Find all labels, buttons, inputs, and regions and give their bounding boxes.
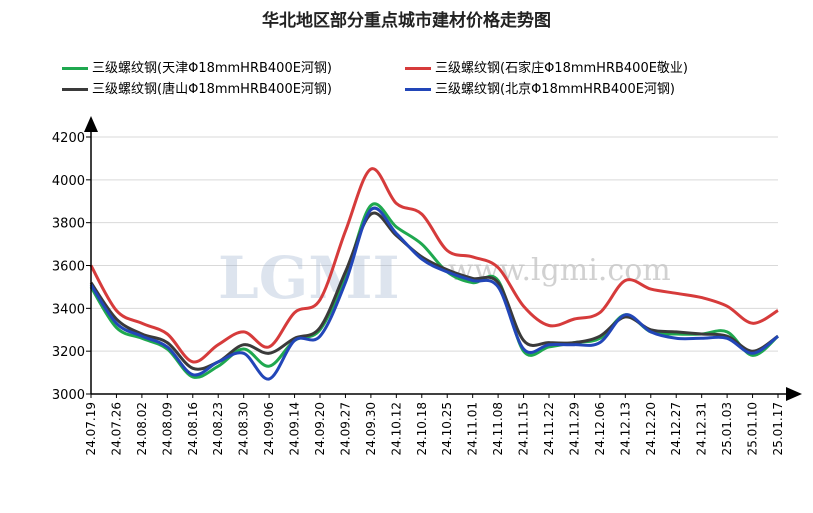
series-line-beijing xyxy=(89,206,779,381)
y-tick-label: 3000 xyxy=(52,388,85,403)
y-tick-label: 4000 xyxy=(52,174,85,189)
x-tick-label: 24.11.29 xyxy=(567,402,581,455)
x-tick-labels: 24.07.19 24.07.26 24.08.02 24.08.09 24.08.16… xyxy=(84,394,785,455)
y-tick-label: 3800 xyxy=(52,217,85,232)
x-tick-label: 24.09.20 xyxy=(313,402,327,455)
x-tick-label: 24.12.13 xyxy=(618,402,632,455)
y-axis-arrow xyxy=(84,116,98,132)
y-tick-label: 4200 xyxy=(52,131,85,146)
x-tick-label: 24.08.02 xyxy=(135,402,149,455)
legend-swatch xyxy=(62,67,88,70)
x-tick-label: 24.12.06 xyxy=(593,402,607,455)
x-tick-label: 24.11.08 xyxy=(491,402,505,455)
legend-label: 三级螺纹钢(石家庄Φ18mmHRB400E敬业) xyxy=(435,61,688,76)
legend-label: 三级螺纹钢(北京Φ18mmHRB400E河钢) xyxy=(435,82,675,97)
legend-label: 三级螺纹钢(唐山Φ18mmHRB400E河钢) xyxy=(92,82,332,97)
series-line-shijiazhuang xyxy=(89,167,779,364)
x-tick-label: 25.01.03 xyxy=(720,402,734,455)
series-line-tianjin xyxy=(89,202,779,379)
y-tick-labels: 3000 3200 3400 3600 3800 4000 4200 xyxy=(52,131,91,403)
y-tick-label: 3600 xyxy=(52,260,85,275)
x-tick-label: 24.08.30 xyxy=(237,402,251,455)
x-tick-label: 24.08.09 xyxy=(160,402,174,455)
watermark: LGMI www.lgmi.com xyxy=(218,244,671,312)
x-tick-label: 24.12.31 xyxy=(695,402,709,455)
watermark-logo: LGMI xyxy=(218,244,400,312)
x-tick-label: 24.10.12 xyxy=(389,402,403,455)
legend-item-shijiazhuang: 三级螺纹钢(石家庄Φ18mmHRB400E敬业) xyxy=(405,57,688,76)
gridlines xyxy=(91,136,778,352)
legend-swatch xyxy=(62,88,88,91)
x-tick-label: 24.09.27 xyxy=(338,402,352,455)
x-tick-label: 24.09.30 xyxy=(364,402,378,455)
x-tick-label: 24.09.14 xyxy=(288,402,302,455)
legend-swatch xyxy=(405,67,431,70)
y-tick-label: 3200 xyxy=(52,345,85,360)
x-tick-label: 24.11.15 xyxy=(517,402,531,455)
x-tick-label: 25.01.17 xyxy=(771,402,785,455)
x-tick-label: 24.12.20 xyxy=(644,402,658,455)
x-tick-label: 24.08.23 xyxy=(211,402,225,455)
series-line-tangshan xyxy=(89,211,779,371)
axes xyxy=(84,116,802,401)
x-tick-label: 24.11.22 xyxy=(542,402,556,455)
x-tick-label: 24.12.27 xyxy=(669,402,683,455)
y-tick-label: 3400 xyxy=(52,302,85,317)
legend-item-tianjin: 三级螺纹钢(天津Φ18mmHRB400E河钢) xyxy=(62,57,332,76)
x-tick-label: 24.08.16 xyxy=(186,402,200,455)
chart-title: 华北地区部分重点城市建材价格走势图 xyxy=(262,11,551,31)
legend-swatch xyxy=(405,88,431,91)
x-tick-label: 24.10.25 xyxy=(440,402,454,455)
legend-label: 三级螺纹钢(天津Φ18mmHRB400E河钢) xyxy=(92,61,332,76)
legend-item-tangshan: 三级螺纹钢(唐山Φ18mmHRB400E河钢) xyxy=(62,78,332,97)
x-tick-label: 24.10.18 xyxy=(415,402,429,455)
x-tick-label: 24.11.01 xyxy=(466,402,480,455)
series-lines xyxy=(89,167,779,381)
x-tick-label: 24.09.06 xyxy=(262,402,276,455)
x-axis-arrow xyxy=(786,387,802,401)
x-tick-label: 24.07.19 xyxy=(84,402,98,455)
legend-item-beijing: 三级螺纹钢(北京Φ18mmHRB400E河钢) xyxy=(405,78,675,97)
x-tick-label: 25.01.10 xyxy=(746,402,760,455)
x-tick-label: 24.07.26 xyxy=(109,402,123,455)
